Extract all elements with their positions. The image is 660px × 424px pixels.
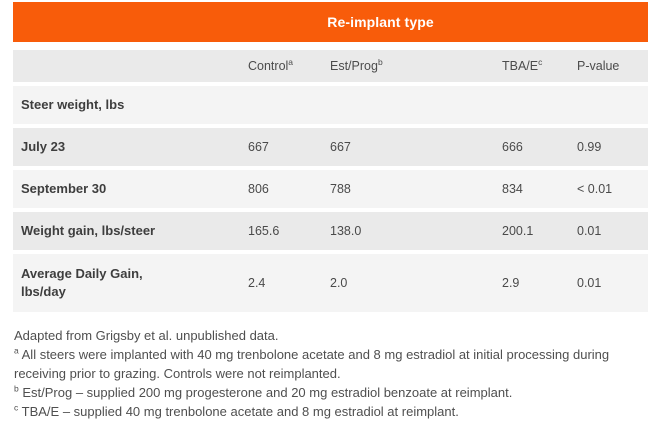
- column-header-pvalue: P-value: [569, 50, 648, 82]
- cell-control: 165.6: [240, 212, 322, 250]
- table-title: Re-implant type: [327, 14, 434, 30]
- column-header-row: Controla Est/Progb TBA/Ec P-value: [13, 50, 648, 82]
- column-header-tbae: TBA/Ec: [494, 50, 569, 82]
- row-label: Steer weight, lbs: [13, 86, 240, 124]
- cell-tbae: [494, 86, 569, 124]
- cell-estprog: 788: [322, 170, 494, 208]
- cell-tbae: 200.1: [494, 212, 569, 250]
- footnote-c: c TBA/E – supplied 40 mg trenbolone acet…: [14, 402, 459, 419]
- row-label: July 23: [13, 128, 240, 166]
- cell-tbae: 666: [494, 128, 569, 166]
- row-label: Average Daily Gain, lbs/day: [13, 254, 240, 312]
- table-row-weight-gain: Weight gain, lbs/steer 165.6 138.0 200.1…: [13, 212, 648, 250]
- cell-tbae: 2.9: [494, 254, 569, 312]
- cell-pvalue: < 0.01: [569, 170, 648, 208]
- column-header-empty: [13, 50, 240, 82]
- column-header-estprog: Est/Progb: [322, 50, 494, 82]
- table-row-average-daily-gain: Average Daily Gain, lbs/day 2.4 2.0 2.9 …: [13, 254, 648, 312]
- cell-estprog: 2.0: [322, 254, 494, 312]
- footnote-marker-a: a: [288, 56, 294, 67]
- cell-control: 667: [240, 128, 322, 166]
- table-row-steer-weight: Steer weight, lbs: [13, 86, 648, 124]
- cell-control: 806: [240, 170, 322, 208]
- column-header-control: Controla: [240, 50, 322, 82]
- footnote-b: b Est/Prog – supplied 200 mg progesteron…: [14, 383, 513, 400]
- cell-tbae: 834: [494, 170, 569, 208]
- cell-control: 2.4: [240, 254, 322, 312]
- footnotes: Adapted from Grigsby et al. unpublished …: [14, 326, 648, 421]
- footnote-marker-c: c: [538, 56, 543, 67]
- reimplant-table: Controla Est/Progb TBA/Ec P-value Steer …: [13, 46, 648, 316]
- cell-estprog: 667: [322, 128, 494, 166]
- footnote-marker-b: b: [377, 56, 383, 67]
- footnote-a: a All steers were implanted with 40 mg t…: [14, 345, 610, 381]
- footnote-c-marker: c: [14, 402, 19, 413]
- row-label: September 30: [13, 170, 240, 208]
- footnote-a-marker: a: [14, 345, 19, 356]
- cell-estprog: [322, 86, 494, 124]
- cell-control: [240, 86, 322, 124]
- table-title-bar: Re-implant type: [13, 2, 648, 42]
- table-row-july-23: July 23 667 667 666 0.99: [13, 128, 648, 166]
- cell-pvalue: 0.99: [569, 128, 648, 166]
- cell-pvalue: 0.01: [569, 254, 648, 312]
- cell-estprog: 138.0: [322, 212, 494, 250]
- footnote-source: Adapted from Grigsby et al. unpublished …: [14, 328, 279, 343]
- cell-pvalue: 0.01: [569, 212, 648, 250]
- cell-pvalue: [569, 86, 648, 124]
- row-label: Weight gain, lbs/steer: [13, 212, 240, 250]
- table-row-september-30: September 30 806 788 834 < 0.01: [13, 170, 648, 208]
- footnote-b-marker: b: [14, 383, 19, 394]
